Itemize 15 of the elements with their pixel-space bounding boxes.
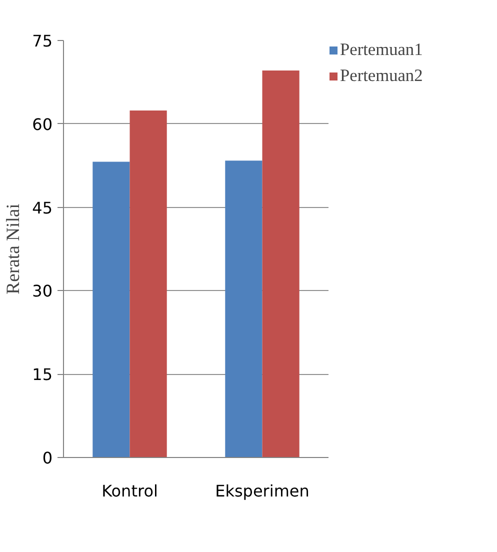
legend-label: Pertemuan1 bbox=[340, 40, 423, 60]
bar bbox=[262, 70, 300, 458]
y-tick-label: 60 bbox=[32, 114, 52, 134]
bar bbox=[130, 110, 167, 458]
y-tick-label: 15 bbox=[32, 365, 52, 384]
y-tick-label: 45 bbox=[32, 198, 52, 218]
y-tick-label: 0 bbox=[42, 448, 53, 468]
y-tick-label: 30 bbox=[32, 282, 52, 301]
legend-label: Pertemuan2 bbox=[340, 66, 423, 86]
bar bbox=[225, 160, 262, 458]
y-tick-label: 75 bbox=[32, 32, 52, 50]
bar bbox=[92, 162, 130, 458]
y-axis-title: Rerata Nilai bbox=[3, 204, 24, 294]
x-tick-label: Kontrol bbox=[102, 482, 158, 500]
x-tick-label: Eksperimen bbox=[215, 482, 310, 500]
